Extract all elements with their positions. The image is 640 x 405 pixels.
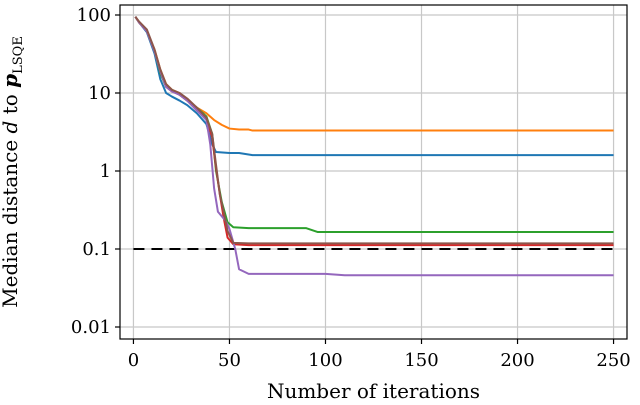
- grid: [120, 5, 627, 339]
- y-tick-label: 100: [77, 5, 111, 26]
- series-line-1: [134, 16, 614, 132]
- x-tick-label: 50: [218, 350, 241, 371]
- series-line-5: [134, 16, 614, 277]
- x-tick-label: 100: [308, 350, 342, 371]
- x-tick-label: 0: [128, 350, 139, 371]
- y-tick-label: 0.1: [82, 239, 111, 260]
- x-tick-label: 200: [500, 350, 534, 371]
- y-axis-label-mid: to: [0, 88, 22, 121]
- y-axis-label-var: d: [0, 121, 22, 134]
- y-tick-label: 10: [88, 83, 111, 104]
- y-tick-label: 1: [100, 161, 111, 182]
- plot-frame: [119, 4, 628, 340]
- series-line-6: [134, 16, 614, 245]
- y-axis-label-subscript: LSQE: [11, 36, 26, 74]
- y-axis-label-vec: p: [0, 74, 22, 88]
- series-layer: [134, 16, 614, 277]
- x-axis-label: Number of iterations: [267, 379, 480, 403]
- x-tick-label: 150: [404, 350, 438, 371]
- y-axis-label-prefix: Median distance: [0, 133, 22, 307]
- series-line-2: [134, 16, 614, 157]
- y-tick-label: 0.01: [71, 317, 111, 338]
- ticks: 0 50 100 150 200 250 0.01 0.1 1 10 100: [71, 5, 631, 371]
- y-axis-label: Median distance d to pLSQE: [0, 36, 26, 308]
- x-tick-label: 250: [596, 350, 630, 371]
